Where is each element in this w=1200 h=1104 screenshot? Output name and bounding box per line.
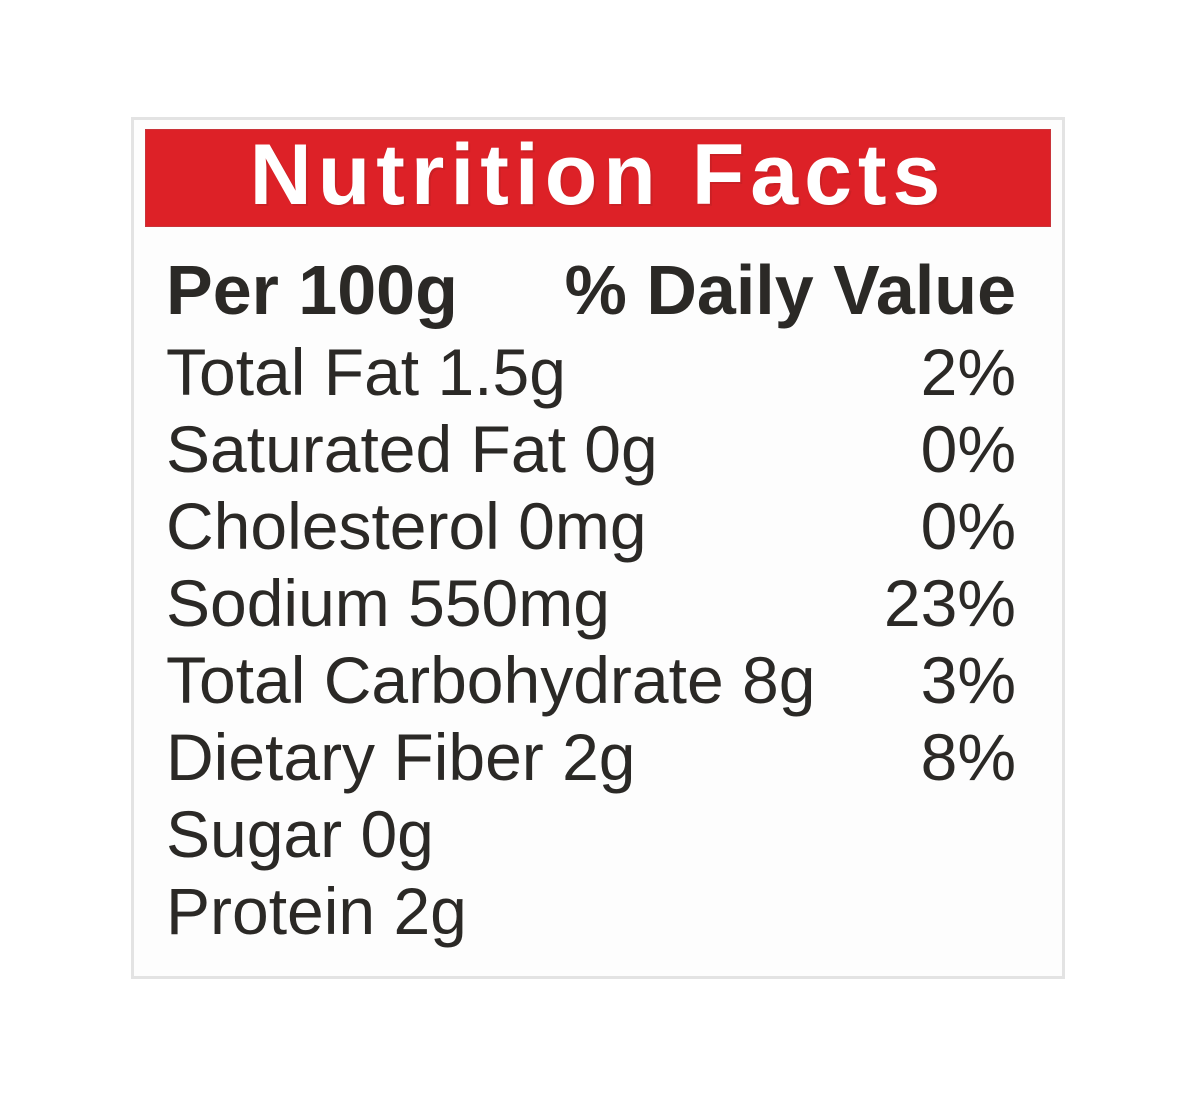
serving-size-heading: Per 100g xyxy=(166,251,458,329)
nutrient-daily-value: 23% xyxy=(883,565,1016,640)
nutrition-facts-header-bar: Nutrition Facts xyxy=(145,129,1051,227)
daily-value-heading: % Daily Value xyxy=(564,251,1016,329)
nutrient-name: Total Fat 1.5g xyxy=(166,334,566,409)
nutrient-daily-value: 0% xyxy=(920,411,1016,486)
nutrient-row-saturated-fat: Saturated Fat 0g 0% xyxy=(166,410,1016,487)
nutrient-daily-value: 8% xyxy=(920,719,1016,794)
nutrient-row-sugar: Sugar 0g xyxy=(166,795,1016,872)
nutrient-name: Sodium 550mg xyxy=(166,565,610,640)
nutrient-table: Per 100g % Daily Value Total Fat 1.5g 2%… xyxy=(134,227,1062,949)
table-header-row: Per 100g % Daily Value xyxy=(166,247,1016,333)
nutrient-daily-value: 3% xyxy=(920,642,1016,717)
nutrient-row-total-carbohydrate: Total Carbohydrate 8g 3% xyxy=(166,641,1016,718)
nutrient-name: Sugar 0g xyxy=(166,796,434,871)
nutrient-daily-value: 2% xyxy=(920,334,1016,409)
nutrient-row-protein: Protein 2g xyxy=(166,872,1016,949)
nutrient-name: Total Carbohydrate 8g xyxy=(166,642,816,717)
nutrient-row-dietary-fiber: Dietary Fiber 2g 8% xyxy=(166,718,1016,795)
nutrient-daily-value: 0% xyxy=(920,488,1016,563)
nutrient-name: Dietary Fiber 2g xyxy=(166,719,636,794)
nutrient-name: Protein 2g xyxy=(166,873,467,948)
nutrient-row-sodium: Sodium 550mg 23% xyxy=(166,564,1016,641)
nutrition-facts-title: Nutrition Facts xyxy=(249,127,947,223)
nutrient-row-total-fat: Total Fat 1.5g 2% xyxy=(166,333,1016,410)
nutrient-row-cholesterol: Cholesterol 0mg 0% xyxy=(166,487,1016,564)
nutrient-name: Cholesterol 0mg xyxy=(166,488,647,563)
nutrition-facts-label: Nutrition Facts Per 100g % Daily Value T… xyxy=(131,117,1065,979)
nutrient-name: Saturated Fat 0g xyxy=(166,411,658,486)
